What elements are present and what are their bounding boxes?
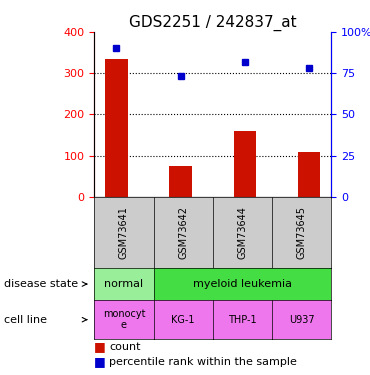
Text: GSM73642: GSM73642 xyxy=(178,206,188,259)
Text: ■: ■ xyxy=(94,356,110,368)
Text: U937: U937 xyxy=(289,315,314,325)
Text: myeloid leukemia: myeloid leukemia xyxy=(193,279,292,289)
Bar xyxy=(298,152,320,197)
Text: GSM73641: GSM73641 xyxy=(119,206,129,259)
Bar xyxy=(105,59,128,197)
Text: percentile rank within the sample: percentile rank within the sample xyxy=(109,357,297,367)
Text: GSM73644: GSM73644 xyxy=(237,206,248,259)
Text: normal: normal xyxy=(104,279,144,289)
Text: monocyt
e: monocyt e xyxy=(103,309,145,330)
Title: GDS2251 / 242837_at: GDS2251 / 242837_at xyxy=(129,14,297,30)
Text: count: count xyxy=(109,342,141,352)
Bar xyxy=(169,166,192,197)
Text: THP-1: THP-1 xyxy=(228,315,257,325)
Text: ■: ■ xyxy=(94,340,110,353)
Text: cell line: cell line xyxy=(4,315,47,325)
Text: KG-1: KG-1 xyxy=(171,315,195,325)
Bar xyxy=(233,131,256,197)
Text: disease state: disease state xyxy=(4,279,78,289)
Text: GSM73645: GSM73645 xyxy=(296,206,307,259)
